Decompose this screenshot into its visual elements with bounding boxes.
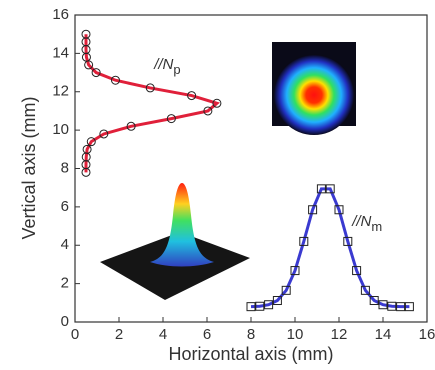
x-tick-label: 14 (375, 326, 392, 343)
y-axis-label: Vertical axis (mm) (19, 96, 39, 239)
x-tick-label: 2 (115, 326, 123, 343)
y-tick-label: 2 (61, 275, 69, 292)
x-tick-label: 8 (247, 326, 255, 343)
x-tick-label: 4 (159, 326, 167, 343)
y-tick-label: 10 (52, 121, 69, 138)
y-tick-label: 8 (61, 159, 69, 176)
x-tick-label: 12 (331, 326, 348, 343)
annotation: //Np (153, 56, 180, 77)
x-tick-label: 10 (287, 326, 304, 343)
y-tick-label: 16 (52, 6, 69, 23)
chart: Horizontal axis (mm) Vertical axis (mm) … (0, 0, 435, 370)
annotation-subscript: p (173, 62, 180, 77)
beam-spot (274, 55, 354, 135)
annotation-text: //N (351, 213, 371, 230)
profile-line (86, 34, 217, 172)
y-tick-label: 12 (52, 83, 69, 100)
annotation-text: //N (153, 56, 173, 73)
x-axis-label: Horizontal axis (mm) (168, 344, 333, 364)
annotation-subscript: m (371, 220, 382, 235)
y-tick-label: 14 (52, 44, 69, 61)
y-tick-label: 6 (61, 198, 69, 215)
y-tick-label: 0 (61, 313, 69, 330)
profile-line (251, 189, 409, 307)
y-tick-label: 4 (61, 236, 69, 253)
annotation: //Nm (351, 213, 382, 234)
x-tick-label: 16 (419, 326, 435, 343)
x-tick-label: 0 (71, 326, 79, 343)
x-tick-label: 6 (203, 326, 211, 343)
